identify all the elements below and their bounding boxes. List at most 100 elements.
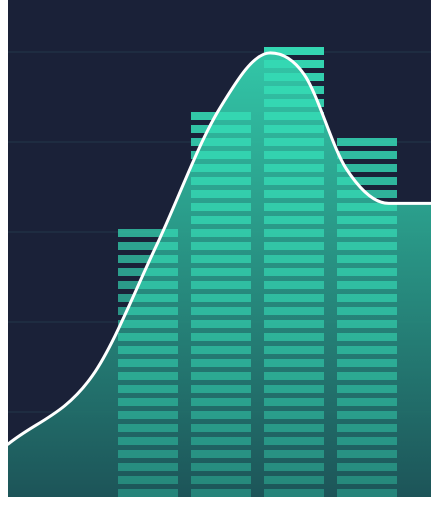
bar-segment-col-2: [191, 398, 251, 406]
bar-segment-col-4: [337, 424, 397, 432]
bar-segment-col-2: [191, 190, 251, 198]
bar-segment-col-3: [264, 190, 324, 198]
bar-segment-col-3: [264, 151, 324, 159]
bar-segment-col-3: [264, 359, 324, 367]
bar-segment-col-1: [118, 411, 178, 419]
bar-segment-col-2: [191, 411, 251, 419]
bar-segment-col-4: [337, 216, 397, 224]
bar-segment-col-3: [264, 255, 324, 263]
bar-segment-col-2: [191, 424, 251, 432]
bar-segment-col-4: [337, 437, 397, 445]
bar-segment-col-4: [337, 372, 397, 380]
bar-segment-col-4: [337, 294, 397, 302]
bar-segment-col-2: [191, 216, 251, 224]
bar-segment-col-1: [118, 346, 178, 354]
bar-segment-col-2: [191, 242, 251, 250]
bar-segment-col-1: [118, 476, 178, 484]
bar-segment-col-2: [191, 476, 251, 484]
bar-segment-col-3: [264, 112, 324, 120]
bar-segment-col-3: [264, 203, 324, 211]
bar-segment-col-3: [264, 268, 324, 276]
bar-segment-col-3: [264, 333, 324, 341]
bar-segment-col-3: [264, 99, 324, 107]
bar-segment-col-3: [264, 307, 324, 315]
bar-segment-col-3: [264, 294, 324, 302]
bar-segment-col-1: [118, 437, 178, 445]
bar-segment-col-4: [337, 229, 397, 237]
bar-segment-col-4: [337, 411, 397, 419]
bar-segment-col-4: [337, 268, 397, 276]
bar-segment-col-2: [191, 164, 251, 172]
bar-segment-col-1: [118, 268, 178, 276]
bar-segment-col-4: [337, 476, 397, 484]
bar-segment-col-2: [191, 307, 251, 315]
level-bars: [118, 47, 397, 497]
bar-segment-col-4: [337, 450, 397, 458]
bar-segment-col-3: [264, 424, 324, 432]
bar-segment-col-1: [118, 372, 178, 380]
bar-segment-col-4: [337, 489, 397, 497]
bar-segment-col-1: [118, 294, 178, 302]
bar-segment-col-3: [264, 463, 324, 471]
bar-segment-col-2: [191, 463, 251, 471]
bar-segment-col-2: [191, 346, 251, 354]
bar-segment-col-2: [191, 151, 251, 159]
bar-segment-col-3: [264, 47, 324, 55]
bar-segment-col-1: [118, 333, 178, 341]
bar-segment-col-4: [337, 359, 397, 367]
bar-segment-col-4: [337, 255, 397, 263]
bar-segment-col-4: [337, 177, 397, 185]
bar-segment-col-2: [191, 294, 251, 302]
bar-segment-col-3: [264, 372, 324, 380]
bar-segment-col-1: [118, 229, 178, 237]
bar-segment-col-4: [337, 281, 397, 289]
bar-segment-col-1: [118, 385, 178, 393]
bar-segment-col-2: [191, 138, 251, 146]
bar-segment-col-3: [264, 86, 324, 94]
bar-segment-col-1: [118, 489, 178, 497]
bar-segment-col-1: [118, 424, 178, 432]
bar-segment-col-3: [264, 73, 324, 81]
bar-segment-col-1: [118, 281, 178, 289]
bar-segment-col-4: [337, 307, 397, 315]
bar-segment-col-4: [337, 164, 397, 172]
bar-segment-col-4: [337, 333, 397, 341]
bar-segment-col-1: [118, 320, 178, 328]
bar-segment-col-3: [264, 281, 324, 289]
bar-segment-col-4: [337, 385, 397, 393]
bar-segment-col-3: [264, 229, 324, 237]
bar-segment-col-2: [191, 229, 251, 237]
bar-segment-col-1: [118, 307, 178, 315]
bar-segment-col-3: [264, 125, 324, 133]
bar-segment-col-3: [264, 489, 324, 497]
bar-segment-col-1: [118, 450, 178, 458]
bar-segment-col-3: [264, 450, 324, 458]
bar-segment-col-1: [118, 398, 178, 406]
bar-segment-col-1: [118, 463, 178, 471]
bar-segment-col-3: [264, 437, 324, 445]
bar-segment-col-3: [264, 385, 324, 393]
bar-segment-col-2: [191, 489, 251, 497]
bar-segment-col-3: [264, 177, 324, 185]
bar-segment-col-4: [337, 203, 397, 211]
bar-segment-col-2: [191, 112, 251, 120]
curve-layer: [8, 51, 431, 446]
bar-segment-col-2: [191, 125, 251, 133]
bar-segment-col-2: [191, 450, 251, 458]
bar-segment-col-1: [118, 255, 178, 263]
bar-segment-col-1: [118, 359, 178, 367]
bar-segment-col-2: [191, 177, 251, 185]
bar-segment-col-2: [191, 385, 251, 393]
bar-segment-col-2: [191, 281, 251, 289]
bar-segment-col-3: [264, 346, 324, 354]
bar-segment-col-4: [337, 463, 397, 471]
bar-segment-col-2: [191, 359, 251, 367]
bar-segment-col-2: [191, 437, 251, 445]
bar-segment-col-4: [337, 398, 397, 406]
bar-segment-col-4: [337, 242, 397, 250]
bar-segment-col-2: [191, 203, 251, 211]
bar-segment-col-4: [337, 346, 397, 354]
bar-segment-col-2: [191, 320, 251, 328]
bar-segment-col-4: [337, 138, 397, 146]
